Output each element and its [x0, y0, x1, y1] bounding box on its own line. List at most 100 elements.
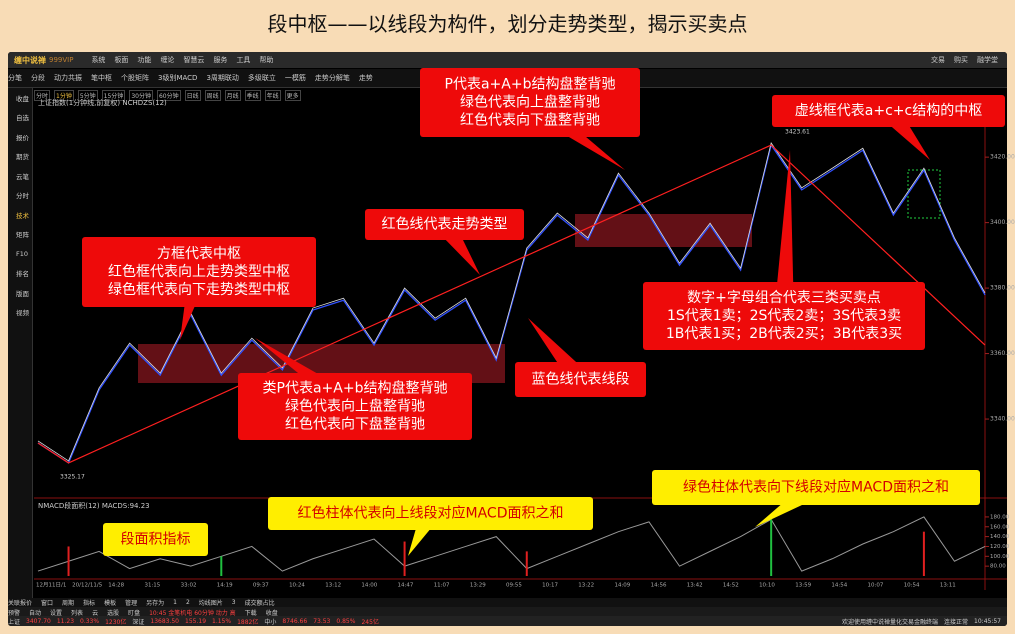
toolbar-item[interactable]: 收盘	[265, 609, 278, 617]
period-button[interactable]: 更多	[284, 89, 301, 101]
menu-item[interactable]: 交易	[931, 56, 945, 64]
toolbar: 预警 自动 设置 列表云选股 盯盘 10:45 金笔机电 60分钟 动力 高下载 收盘	[8, 607, 1007, 617]
sidebar: 收盘自选报价期货云笔分时技术矩阵 F10 排名版面视频	[8, 88, 33, 608]
tab[interactable]: 动力共振	[54, 74, 82, 82]
callout-text: 1B代表1买；2B代表2买；3B代表3买	[666, 326, 902, 342]
period-button[interactable]: 60分钟	[156, 89, 181, 101]
menu-item[interactable]: 板面	[114, 56, 129, 64]
status-item: 欢迎使用缠中说禅量化交易金融终端	[842, 618, 939, 626]
tab[interactable]: 分笔	[8, 74, 22, 82]
center-box	[575, 214, 752, 247]
sidebar-item[interactable]: 分时	[16, 192, 29, 201]
status-item: 上证	[8, 618, 21, 626]
toolbar-item[interactable]: 周期	[62, 600, 75, 607]
toolbar-item[interactable]: 盯盘	[128, 609, 141, 617]
menu-item[interactable]: 系统	[91, 56, 106, 64]
period-button[interactable]: 季线	[244, 89, 261, 101]
toolbar-item[interactable]: 下载	[244, 609, 257, 617]
high-label: 3423.61	[785, 129, 810, 136]
period-button[interactable]: 1分钟	[54, 89, 74, 101]
menu-item[interactable]: 智慧云	[183, 56, 205, 64]
tab[interactable]: 3级别MACD	[158, 74, 198, 82]
sidebar-item[interactable]: 矩阵	[16, 231, 29, 240]
sidebar-item[interactable]: 技术	[16, 211, 29, 220]
toolbar-item[interactable]: 2	[185, 599, 190, 606]
tab[interactable]: 个股矩阵	[121, 74, 149, 82]
sidebar-item[interactable]: 云笔	[16, 172, 29, 181]
sidebar-item[interactable]: 报价	[16, 133, 29, 142]
sidebar-item[interactable]: 自选	[16, 114, 29, 123]
tab[interactable]: 3周期联动	[206, 74, 239, 82]
period-button[interactable]: 周线	[204, 89, 221, 101]
toolbar-item[interactable]: 模板	[104, 600, 117, 607]
toolbar-item[interactable]: 均线图片	[198, 600, 223, 607]
period-button[interactable]: 日线	[184, 89, 201, 101]
low-label: 3325.17	[60, 474, 85, 481]
x-tick-label: 14:28	[108, 583, 124, 589]
period-button[interactable]: 年线	[264, 89, 281, 101]
sidebar-item[interactable]: 版面	[16, 289, 29, 298]
status-item: 中小	[264, 618, 277, 626]
y-tick-label: 180.00	[990, 514, 1010, 520]
period-button[interactable]: 15分钟	[101, 89, 126, 101]
x-tick-label: 14:47	[398, 583, 414, 589]
menu-item[interactable]: 融学堂	[977, 56, 998, 64]
edition: 999VIP	[49, 56, 74, 64]
status-item: 73.53	[313, 617, 331, 625]
toolbar-item[interactable]: 列表	[71, 609, 84, 617]
tab[interactable]: 多级联立	[247, 74, 276, 82]
x-tick-label: 10:54	[904, 583, 920, 589]
menu-item[interactable]: 功能	[137, 56, 152, 64]
x-tick-label: 13:59	[795, 583, 811, 589]
status-item: 245亿	[361, 618, 379, 626]
y-tick-label: 140.00	[990, 534, 1010, 540]
toolbar-item[interactable]: 设置	[50, 609, 63, 617]
callout-text: 方框代表中枢	[157, 246, 241, 262]
toolbar-item[interactable]: 关联报价	[8, 600, 33, 607]
sidebar-item[interactable]: 视频	[16, 309, 29, 318]
toolbar-item[interactable]: 管理	[125, 600, 138, 607]
status-item: 13683.50	[150, 617, 180, 625]
toolbar-item[interactable]: 预警	[8, 609, 21, 617]
status-item: 0.33%	[80, 617, 100, 625]
toolbar-item[interactable]: 指标	[83, 600, 96, 607]
x-tick-label: 14:56	[651, 583, 667, 589]
toolbar: 关联报价 窗口 周期 指标 模板 管理 另存为 1 2 均线图片 3 成交额占比	[8, 598, 1007, 607]
toolbar-item[interactable]: 云	[92, 609, 99, 617]
menu-item[interactable]: 工具	[236, 56, 251, 64]
toolbar-item[interactable]: 窗口	[41, 600, 54, 607]
period-button[interactable]: 月线	[224, 89, 241, 101]
toolbar-item[interactable]: 另存为	[146, 600, 165, 607]
toolbar-item[interactable]: 成交额占比	[244, 600, 275, 607]
callout-text: 红色代表向下盘整背驰	[285, 416, 425, 433]
sidebar-item[interactable]: 排名	[16, 270, 29, 279]
menu-item[interactable]: 帮助	[259, 56, 274, 64]
toolbar-item[interactable]: 1	[173, 599, 177, 606]
y-tick-label: 3360.00	[990, 350, 1015, 357]
toolbar-item[interactable]: 自动	[29, 609, 42, 617]
menu-item[interactable]: 购买	[954, 56, 968, 64]
tab[interactable]: 走势分解笔	[314, 74, 350, 82]
callout-box	[652, 470, 980, 505]
tab[interactable]: 分段	[31, 74, 45, 82]
callout-box	[268, 497, 593, 530]
callout-text: 段面积指标	[121, 532, 191, 548]
toolbar-item[interactable]: 3	[231, 599, 236, 606]
sidebar-item[interactable]: F10	[16, 249, 29, 258]
tab[interactable]: 笔中枢	[91, 74, 112, 82]
tab[interactable]: 走势	[358, 74, 373, 82]
sidebar-item[interactable]: 期货	[16, 153, 29, 162]
menu-item[interactable]: 缠论	[160, 56, 175, 64]
toolbar-item[interactable]: 10:45 金笔机电 60分钟 动力 高	[149, 609, 236, 617]
period-button[interactable]: 30分钟	[129, 89, 153, 101]
callout-text: 红色代表向下盘整背驰	[460, 112, 600, 129]
period-button[interactable]: 分时	[34, 89, 51, 101]
sidebar-item[interactable]: 收盘	[16, 94, 29, 103]
period-button[interactable]: 5分钟	[77, 89, 98, 101]
toolbar-item[interactable]: 选股	[107, 609, 120, 617]
callout-box	[103, 523, 208, 556]
status-item: 11.23	[56, 617, 75, 625]
menu-item[interactable]: 服务	[213, 56, 228, 64]
tab[interactable]: 一模筋	[284, 74, 306, 82]
